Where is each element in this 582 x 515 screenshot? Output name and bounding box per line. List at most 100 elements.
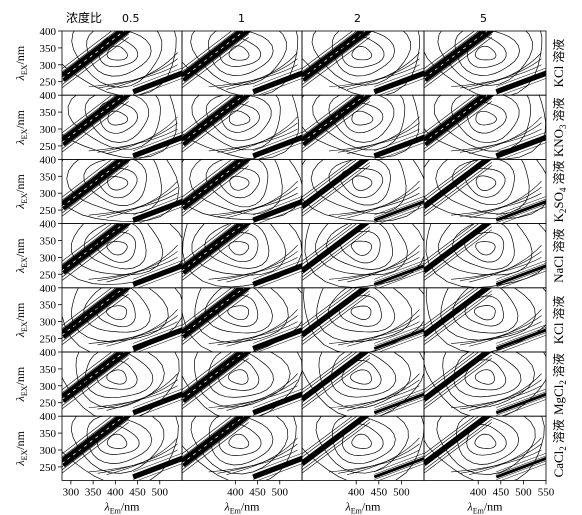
second-scatter-contour <box>374 198 424 218</box>
scatter-band-contour <box>302 97 370 150</box>
scatter-band-contour <box>182 352 233 390</box>
rayleigh-scatter-band <box>182 159 252 211</box>
fluorescence-contour-line <box>207 31 274 76</box>
y-axis-title: λEX/nm <box>13 238 29 274</box>
rayleigh-scatter-band <box>182 31 252 82</box>
x-tick-label: 400 <box>470 486 487 498</box>
fluorescence-contour-line <box>96 294 136 328</box>
row-solution-label: KCl溶液 <box>551 39 566 88</box>
fluorescence-contour-line <box>106 433 128 449</box>
scatter-band-highlight <box>424 95 488 143</box>
fluorescence-contour-arc <box>106 180 178 219</box>
y-tick-label: 300 <box>40 124 57 136</box>
scatter-band-contour <box>62 223 121 268</box>
fluorescence-contour-line <box>98 101 139 134</box>
scatter-band-contour <box>302 223 358 265</box>
fluorescence-contour-arc <box>469 437 542 475</box>
scatter-band-contour <box>302 31 362 76</box>
fluorescence-contour-line <box>220 102 260 133</box>
scatter-band-contour <box>62 416 113 455</box>
second-scatter-contour <box>133 75 182 95</box>
second-order-scatter-band <box>495 134 546 159</box>
fluorescence-contour-line <box>191 223 287 276</box>
y-tick-label: 300 <box>40 445 57 457</box>
fluorescence-contour-line <box>328 287 396 333</box>
fluorescence-contour-line <box>194 287 289 343</box>
scatter-band-contour <box>302 290 370 342</box>
scatter-band-contour <box>62 290 129 342</box>
fluorescence-contour-line <box>302 31 421 96</box>
fluorescence-contour-arc <box>329 385 420 409</box>
scatter-band-contour <box>62 33 129 85</box>
contour-panel <box>424 95 546 160</box>
fluorescence-contour-arc <box>338 186 420 217</box>
scatter-band-contour <box>424 31 475 69</box>
second-scatter-contour <box>500 334 546 352</box>
scatter-band-contour <box>182 36 249 89</box>
second-order-scatter-band <box>252 327 302 351</box>
fluorescence-contour-line <box>204 287 273 334</box>
scatter-band-contour <box>424 223 475 262</box>
fluorescence-contour-arc <box>469 245 542 283</box>
fluorescence-contour-arc <box>338 251 420 282</box>
scatter-band-contour <box>182 162 249 214</box>
second-scatter-contour <box>253 262 302 283</box>
fluorescence-contour-line <box>330 352 397 398</box>
fluorescence-contour-line <box>453 352 522 398</box>
row-solution-labels: KCl溶液 KNO3溶液 K2SO4溶液 NaCl溶液 KCl溶液 MgCl2溶液 CaCl… <box>551 39 568 478</box>
second-scatter-contour <box>374 260 424 280</box>
scatter-band-contour <box>62 31 117 73</box>
rayleigh-scatter-band <box>302 223 370 273</box>
fluorescence-contour-arc <box>347 437 420 475</box>
scatter-band-contour <box>424 287 492 339</box>
rayleigh-scatter-band <box>302 416 370 466</box>
second-scatter-contour <box>374 391 424 411</box>
y-tick-label: 300 <box>40 60 57 72</box>
scatter-band-contour <box>302 287 353 326</box>
second-order-scatter-band <box>132 391 182 416</box>
fluorescence-contour-line <box>466 101 507 134</box>
y-axis-title: λEX/nm <box>13 45 29 81</box>
fluorescence-contour-line <box>71 31 163 88</box>
fluorescence-contour-line <box>84 95 150 143</box>
y-tick-label: 400 <box>40 347 57 359</box>
fluorescence-contour-line <box>474 45 497 61</box>
y-tick-label: 350 <box>40 235 57 247</box>
contour-panel <box>182 287 302 352</box>
second-scatter-contour <box>253 260 302 280</box>
fluorescence-contour-line <box>190 31 287 86</box>
fluorescence-contour-line <box>86 416 153 464</box>
fluorescence-contour-arc <box>469 180 542 219</box>
contour-panel <box>182 95 302 160</box>
fluorescence-contour-line <box>228 45 250 61</box>
fluorescence-contour-line <box>106 369 127 385</box>
second-scatter-contour <box>133 455 182 475</box>
second-scatter-contour <box>257 142 302 160</box>
second-scatter-contour <box>500 399 546 417</box>
fluorescence-contour-line <box>351 240 373 256</box>
fluorescence-contour-line <box>208 416 274 466</box>
scatter-band-contour <box>182 290 249 342</box>
second-scatter-contour <box>374 455 424 475</box>
second-scatter-contour <box>253 452 302 473</box>
fluorescence-contour-line <box>182 95 300 160</box>
second-scatter-contour <box>374 196 424 216</box>
x-tick-label: 550 <box>538 486 555 498</box>
scatter-band-contour <box>302 159 358 201</box>
fluorescence-contour-line <box>106 241 128 256</box>
scatter-band-contour <box>62 416 117 458</box>
scatter-band-contour <box>182 422 249 474</box>
x-axis-title: λEm/nm <box>224 499 261 515</box>
fluorescence-contour-arc <box>106 116 178 154</box>
rayleigh-scatter-band <box>62 287 132 339</box>
fluorescence-contour-line <box>182 159 302 221</box>
fluorescence-contour-line <box>96 360 138 390</box>
fluorescence-contour-line <box>450 95 520 144</box>
fluorescence-contour-line <box>437 31 533 87</box>
scatter-band-contour <box>302 352 370 403</box>
second-scatter-contour <box>137 270 182 288</box>
contour-panel <box>302 352 424 417</box>
row-solution-label: KNO3溶液 <box>551 97 568 157</box>
fluorescence-contour-arc <box>460 315 542 346</box>
scatter-band-contour <box>182 354 249 406</box>
